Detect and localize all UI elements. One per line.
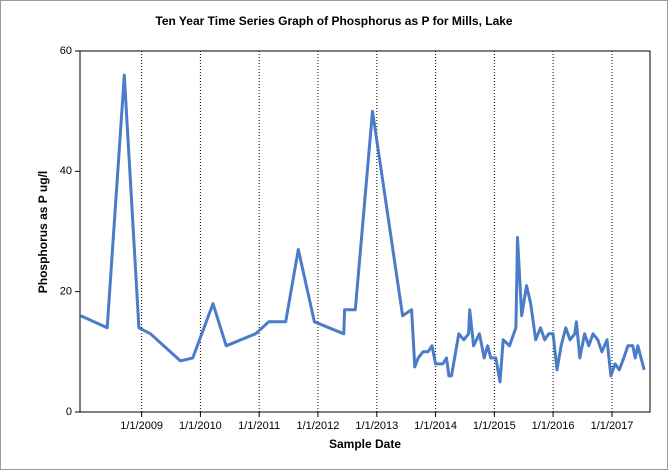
chart-title: Ten Year Time Series Graph of Phosphorus… — [155, 14, 513, 28]
y-axis-label: Phosphorus as P ug/l — [36, 171, 50, 293]
x-tick-label: 1/1/2010 — [179, 420, 222, 432]
x-tick-label: 1/1/2012 — [297, 420, 340, 432]
plot-area — [79, 50, 651, 413]
data-line — [80, 73, 646, 384]
x-tick-label: 1/1/2016 — [532, 420, 575, 432]
x-tick-label: 1/1/2011 — [238, 420, 280, 432]
y-tick-label: 40 — [60, 165, 72, 177]
y-tick-label: 0 — [66, 406, 72, 418]
x-tick-label: 1/1/2013 — [355, 420, 398, 432]
x-tick-label: 1/1/2015 — [473, 420, 516, 432]
x-tick-label: 1/1/2009 — [120, 420, 163, 432]
x-tick-label: 1/1/2017 — [591, 420, 634, 432]
y-tick-label: 20 — [60, 286, 72, 298]
x-tick-label: 1/1/2014 — [414, 420, 457, 432]
x-axis-label: Sample Date — [329, 437, 401, 451]
y-tick-label: 60 — [60, 45, 72, 57]
